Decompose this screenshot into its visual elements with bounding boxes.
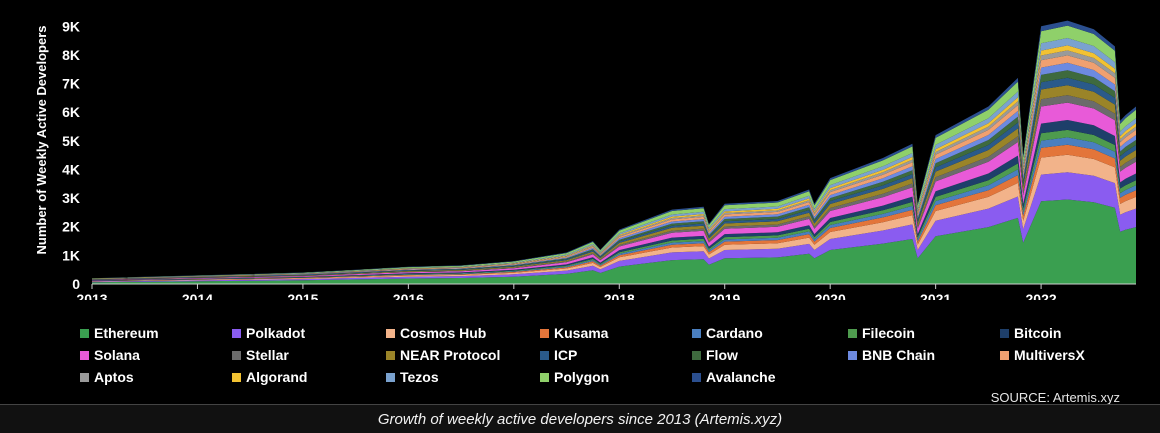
legend-item: Solana [80, 347, 140, 363]
legend-item: Stellar [232, 347, 289, 363]
legend-swatch [848, 350, 857, 360]
x-tick-label: 2022 [1026, 291, 1057, 300]
y-axis-label: Number of Weekly Active Developers [34, 25, 49, 254]
legend-swatch [386, 350, 395, 360]
legend-item: ICP [540, 347, 577, 363]
legend-label: Bitcoin [1014, 325, 1062, 341]
legend-swatch [692, 372, 701, 382]
legend-swatch [1000, 328, 1009, 338]
legend-label: MultiversX [1014, 347, 1085, 363]
source-note: SOURCE: Artemis.xyz [990, 390, 1120, 405]
legend-swatch [848, 328, 857, 338]
legend-label: Polkadot [246, 325, 306, 341]
legend-swatch [540, 328, 549, 338]
y-tick-label: 4K [62, 161, 80, 177]
legend-label: Polygon [554, 369, 610, 385]
legend-swatch [80, 328, 89, 338]
x-tick-label: 2013 [76, 291, 107, 300]
legend-label: Solana [94, 347, 140, 363]
legend-label: Filecoin [862, 325, 915, 341]
legend-label: ICP [554, 347, 578, 363]
y-tick-label: 9K [62, 18, 80, 34]
legend-label: Algorand [246, 369, 308, 385]
legend-label: Avalanche [706, 369, 776, 385]
x-tick-label: 2015 [287, 291, 318, 300]
legend-swatch [80, 372, 89, 382]
legend-item: Ethereum [80, 325, 159, 341]
legend-label: Flow [706, 347, 738, 363]
legend-label: Kusama [554, 325, 609, 341]
x-tick-label: 2021 [920, 291, 951, 300]
legend-item: Polkadot [232, 325, 305, 341]
y-tick-label: 6K [62, 104, 80, 120]
legend-label: Cosmos Hub [400, 325, 487, 341]
legend-swatch [540, 350, 549, 360]
legend-item: Cardano [692, 325, 763, 341]
legend-item: Flow [692, 347, 738, 363]
legend-label: BNB Chain [862, 347, 936, 363]
legend-label: Ethereum [94, 325, 159, 341]
legend-swatch [540, 372, 549, 382]
legend-item: Avalanche [692, 369, 776, 385]
x-tick-label: 2014 [182, 291, 213, 300]
legend-item: NEAR Protocol [386, 347, 500, 363]
area-series-ethereum [92, 199, 1136, 284]
y-tick-label: 8K [62, 47, 80, 63]
legend-item: Aptos [80, 369, 134, 385]
legend-label: NEAR Protocol [400, 347, 501, 363]
legend-swatch [232, 328, 241, 338]
y-tick-label: 5K [62, 133, 80, 149]
legend-swatch [232, 350, 241, 360]
y-tick-label: 0 [72, 276, 80, 292]
legend-label: Cardano [706, 325, 763, 341]
legend-swatch [80, 350, 89, 360]
legend-label: Aptos [94, 369, 134, 385]
x-tick-label: 2020 [815, 291, 846, 300]
y-tick-label: 2K [62, 219, 80, 235]
legend-item: MultiversX [1000, 347, 1085, 363]
legend-label: Tezos [400, 369, 439, 385]
x-tick-label: 2017 [498, 291, 529, 300]
figure-caption: Growth of weekly active developers since… [0, 404, 1160, 433]
legend-swatch [386, 372, 395, 382]
legend-item: BNB Chain [848, 347, 935, 363]
y-tick-label: 7K [62, 76, 80, 92]
y-tick-label: 3K [62, 190, 80, 206]
legend-swatch [386, 328, 395, 338]
legend-item: Tezos [386, 369, 439, 385]
legend-swatch [1000, 350, 1009, 360]
x-tick-label: 2019 [709, 291, 740, 300]
x-tick-label: 2018 [604, 291, 635, 300]
legend-item: Bitcoin [1000, 325, 1061, 341]
x-tick-label: 2016 [393, 291, 424, 300]
legend-swatch [692, 350, 701, 360]
legend-item: Kusama [540, 325, 608, 341]
y-tick-label: 1K [62, 247, 80, 263]
legend-swatch [232, 372, 241, 382]
legend-item: Cosmos Hub [386, 325, 486, 341]
legend-item: Polygon [540, 369, 609, 385]
legend-label: Stellar [246, 347, 289, 363]
legend-item: Algorand [232, 369, 307, 385]
legend-item: Filecoin [848, 325, 915, 341]
stacked-area-chart: 0 1K 2K 3K 4K 5K 6K 7K 8K 9K 2013 2014 2015 2016 2017 2… [34, 18, 1136, 300]
legend-swatch [692, 328, 701, 338]
